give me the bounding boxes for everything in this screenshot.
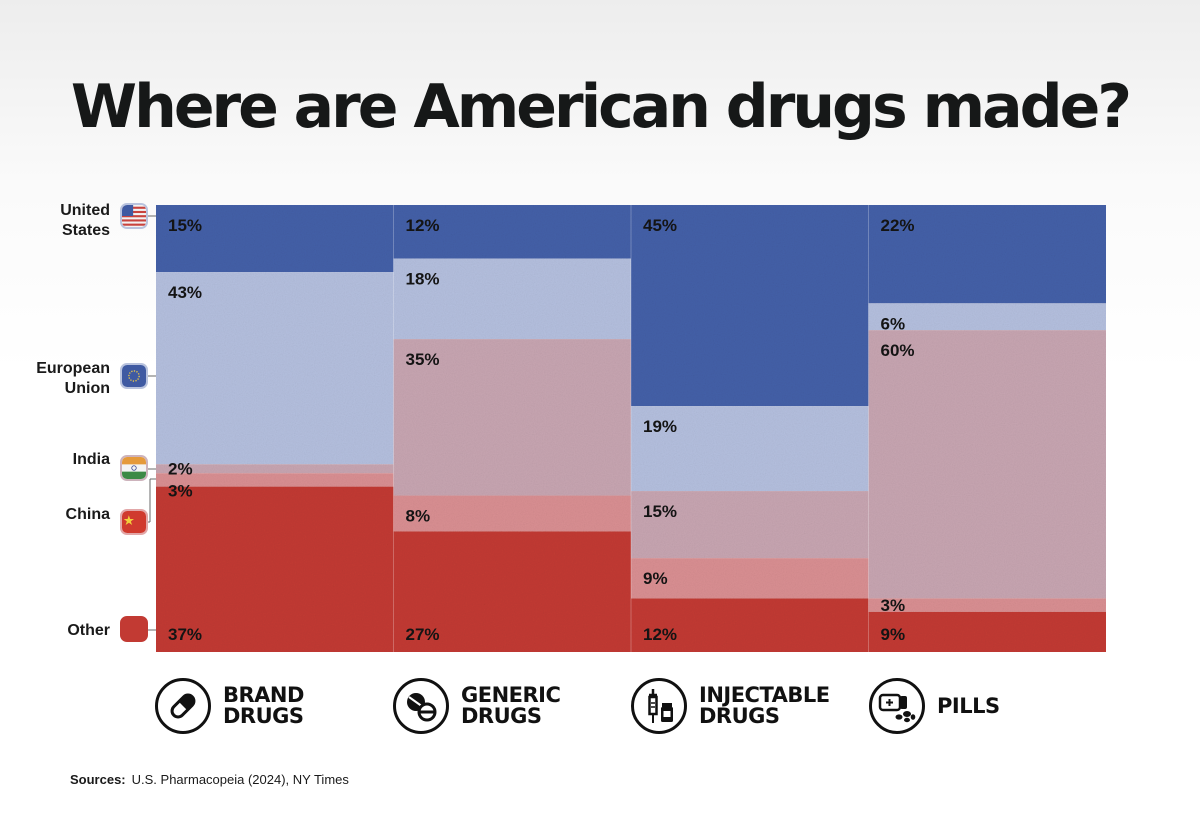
legend-label-other: Other (67, 622, 110, 639)
value-label-pills-united-states: 22% (881, 216, 915, 235)
value-label-brand-drugs-united-states: 15% (168, 216, 202, 235)
value-label-generic-drugs-other: 27% (406, 625, 440, 644)
value-label-pills-european-union: 6% (881, 314, 906, 333)
bar-injectable-drugs-united-states (631, 205, 869, 407)
value-label-generic-drugs-united-states: 12% (406, 216, 440, 235)
eu-flag-icon (120, 363, 148, 389)
bar-injectable-drugs-other (631, 598, 869, 652)
tablets-icon (393, 678, 449, 734)
legend-connector (148, 478, 156, 523)
bar-injectable-drugs-india (631, 491, 869, 559)
bar-pills-united-states (868, 205, 1106, 304)
bar-pills-european-union (868, 303, 1106, 331)
syringe-icon (631, 678, 687, 734)
bar-generic-drugs-other (393, 531, 631, 652)
category-injectable-drugs: INJECTABLE DRUGS (631, 675, 830, 737)
value-label-brand-drugs-china: 3% (168, 482, 193, 501)
bar-pills-other (868, 611, 1106, 652)
legend-label-china: China (65, 506, 110, 523)
bar-brand-drugs-india (156, 464, 394, 474)
sources-note: Sources: U.S. Pharmacopeia (2024), NY Tim… (70, 772, 349, 787)
value-label-pills-china: 3% (881, 596, 906, 615)
value-label-generic-drugs-india: 35% (406, 350, 440, 369)
value-label-brand-drugs-india: 2% (168, 460, 193, 479)
value-label-generic-drugs-china: 8% (406, 507, 431, 526)
bar-generic-drugs-united-states (393, 205, 631, 259)
value-label-pills-india: 60% (881, 341, 915, 360)
bar-generic-drugs-india (393, 339, 631, 496)
legend-label-united-states: United States (60, 202, 110, 239)
bar-brand-drugs-united-states (156, 205, 394, 273)
value-label-injectable-drugs-european-union: 19% (643, 417, 677, 436)
value-label-injectable-drugs-india: 15% (643, 502, 677, 521)
legend-label-india: India (72, 451, 110, 468)
category-brand-drugs: BRAND DRUGS (155, 675, 304, 737)
value-label-generic-drugs-european-union: 18% (406, 270, 440, 289)
category-generic-drugs: GENERIC DRUGS (393, 675, 561, 737)
category-pills: PILLS (869, 675, 1000, 737)
bar-brand-drugs-european-union (156, 272, 394, 465)
legend-label-european-union: European Union (36, 360, 110, 397)
value-label-injectable-drugs-united-states: 45% (643, 216, 677, 235)
bar-generic-drugs-european-union (393, 258, 631, 340)
capsule-icon (155, 678, 211, 734)
value-label-injectable-drugs-china: 9% (643, 569, 668, 588)
value-label-brand-drugs-other: 37% (168, 625, 202, 644)
bar-brand-drugs-other (156, 486, 394, 652)
value-label-pills-other: 9% (881, 625, 906, 644)
us-flag-icon (120, 203, 148, 229)
india-flag-icon (120, 455, 148, 481)
bar-pills-india (868, 330, 1106, 599)
other-swatch-icon (120, 616, 148, 642)
page-title: Where are American drugs made? (70, 72, 1132, 142)
pills-icon (869, 678, 925, 734)
china-flag-icon (120, 509, 148, 535)
value-label-brand-drugs-european-union: 43% (168, 283, 202, 302)
bar-pills-china (868, 598, 1106, 612)
bar-generic-drugs-china (393, 495, 631, 532)
bar-injectable-drugs-european-union (631, 406, 869, 492)
bar-injectable-drugs-china (631, 558, 869, 599)
bar-brand-drugs-china (156, 473, 394, 487)
value-label-injectable-drugs-other: 12% (643, 625, 677, 644)
